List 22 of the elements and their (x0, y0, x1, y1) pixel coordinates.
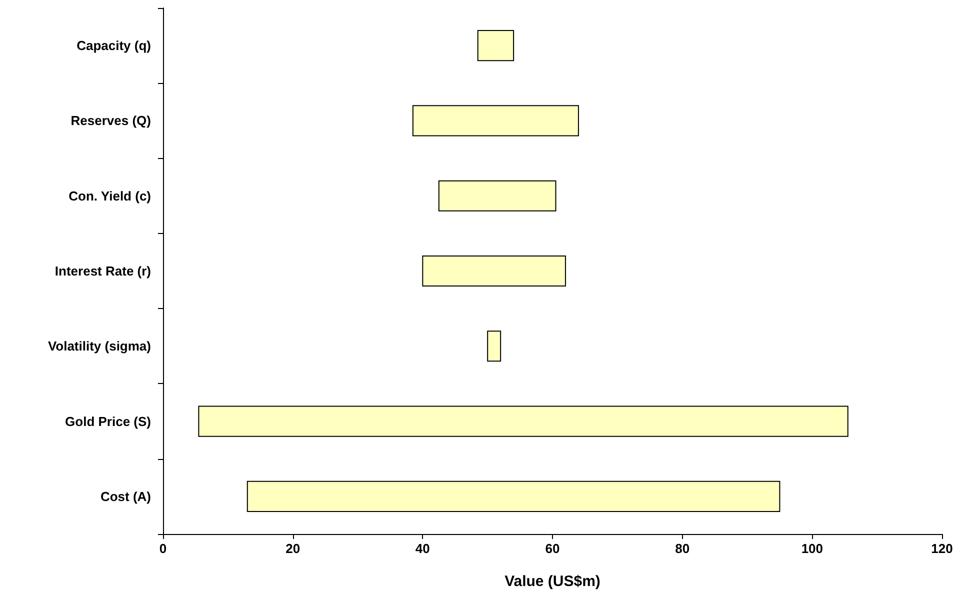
x-tick-label: 120 (931, 541, 953, 556)
x-axis-title: Value (US$m) (504, 573, 600, 590)
y-tick-label: Capacity (q) (76, 38, 151, 54)
y-tick-label: Volatility (sigma) (48, 338, 151, 354)
x-tick-label: 80 (675, 541, 690, 556)
bar (422, 255, 566, 287)
x-tick-label: 40 (415, 541, 430, 556)
y-tick-label: Con. Yield (c) (68, 188, 151, 204)
y-tick-label: Gold Price (S) (65, 414, 151, 429)
bar (246, 480, 780, 512)
bar (412, 105, 579, 136)
bar (438, 180, 556, 212)
y-tick-label: Interest Rate (r) (54, 264, 151, 278)
bar (477, 30, 514, 62)
x-tick-label: 100 (801, 541, 824, 556)
y-tick-label: Reserves (Q) (70, 113, 151, 128)
bar (487, 330, 502, 362)
x-tick-label: 0 (159, 541, 167, 556)
x-tick-label: 60 (545, 541, 560, 556)
x-tick-label: 20 (286, 541, 300, 556)
bar (198, 406, 848, 437)
y-tick-label: Cost (A) (100, 488, 151, 504)
